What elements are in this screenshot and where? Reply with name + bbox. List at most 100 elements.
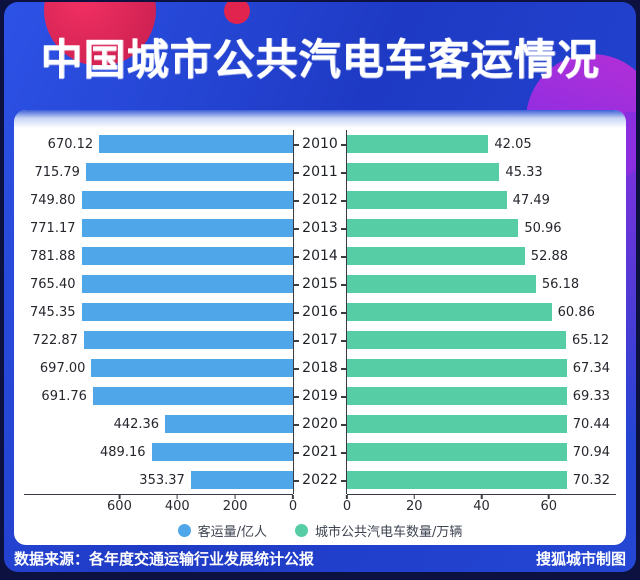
passenger-volume-bar [81, 275, 293, 293]
year-label: 2012 [293, 186, 347, 214]
x-tick-mark [346, 495, 348, 499]
passenger-volume-bar [91, 359, 293, 377]
page-title: 中国城市公共汽电车客运情况 [40, 34, 600, 84]
year-label: 2021 [293, 438, 347, 466]
year-label: 2011 [293, 158, 347, 186]
passenger-volume-bar [81, 219, 293, 237]
bus-count-value: 65.12 [571, 332, 610, 348]
left-plot: 715.79 [24, 158, 293, 186]
x-tick-mark [480, 495, 483, 499]
x-tick-label: 400 [165, 495, 190, 516]
right-plot: 69.33 [347, 382, 616, 410]
bus-count-value: 50.96 [524, 220, 562, 236]
x-tick-mark [176, 495, 179, 499]
passenger-volume-bar [83, 331, 293, 349]
right-plot: 47.49 [347, 186, 616, 214]
left-plot: 353.37 [24, 466, 293, 494]
right-plot: 67.34 [347, 354, 616, 382]
passenger-volume-value: 722.87 [32, 332, 78, 348]
left-plot: 771.17 [24, 214, 293, 242]
footer: 数据来源：各年度交通运输行业发展统计公报 搜狐城市制图 [4, 545, 636, 572]
passenger-volume-value: 765.40 [30, 276, 76, 292]
year-label: 2015 [293, 270, 347, 298]
bus-count-bar [347, 303, 552, 321]
bus-count-bar [347, 275, 536, 293]
legend-label: 客运量/亿人 [197, 525, 267, 540]
left-plot: 749.80 [24, 186, 293, 214]
year-label: 2013 [293, 214, 347, 242]
bus-count-bar [347, 415, 567, 433]
year-label: 2016 [293, 298, 347, 326]
x-tick-label: 60 [540, 495, 557, 516]
passenger-volume-value: 697.00 [39, 360, 86, 376]
chart-row: 765.40 2015 56.18 [24, 270, 616, 298]
x-tick-mark [547, 495, 550, 499]
left-plot: 691.76 [24, 382, 293, 410]
year-label: 2018 [293, 354, 347, 382]
chart-rows: 670.12 2010 42.05 715.79 2011 45.33 749.80 2012… [24, 130, 616, 494]
chart-row: 749.80 2012 47.49 [24, 186, 616, 214]
right-plot: 42.05 [347, 130, 616, 158]
bus-count-value: 69.33 [572, 388, 610, 404]
chart-row: 670.12 2010 42.05 [24, 130, 616, 158]
year-label: 2014 [293, 242, 347, 270]
passenger-volume-value: 771.17 [30, 220, 76, 236]
bus-count-bar [347, 135, 489, 153]
poster-card: 中国城市公共汽电车客运情况 670.12 2010 42.05 715.79 2011 4… [4, 2, 636, 572]
passenger-volume-value: 442.36 [113, 416, 160, 432]
left-plot: 442.36 [24, 410, 293, 438]
legend-item: 城市公共汽电车数量/万辆 [295, 521, 462, 540]
chart-row: 722.87 2017 65.12 [24, 326, 616, 354]
passenger-volume-value: 670.12 [47, 136, 94, 152]
passenger-volume-bar [99, 135, 293, 153]
x-axis-right: 0 20 40 60 [343, 494, 616, 520]
x-tick-label: 600 [107, 495, 132, 516]
right-plot: 70.32 [347, 466, 616, 494]
year-label: 2020 [293, 410, 347, 438]
bus-count-value: 42.05 [494, 136, 532, 152]
passenger-volume-value: 745.35 [30, 304, 76, 320]
year-label: 2022 [293, 466, 347, 494]
x-axis-left: 600 400 200 0 [24, 494, 297, 520]
bus-count-value: 67.34 [572, 360, 610, 376]
credit-label: 搜狐城市制图 [535, 550, 626, 568]
passenger-volume-bar [190, 471, 293, 489]
passenger-volume-value: 353.37 [139, 472, 185, 488]
chart-row: 697.00 2018 67.34 [24, 354, 616, 382]
left-plot: 765.40 [24, 270, 293, 298]
bus-count-bar [347, 219, 519, 237]
bus-count-value: 56.18 [541, 276, 580, 292]
x-tick-mark [118, 495, 121, 499]
passenger-volume-bar [81, 191, 293, 209]
x-tick-mark [413, 495, 415, 499]
left-plot: 489.16 [24, 438, 293, 466]
year-label: 2019 [293, 382, 347, 410]
passenger-volume-value: 715.79 [34, 164, 80, 180]
chart-row: 489.16 2021 70.94 [24, 438, 616, 466]
legend: 客运量/亿人 城市公共汽电车数量/万辆 [24, 520, 616, 541]
bus-count-bar [347, 191, 507, 209]
passenger-volume-value: 691.76 [41, 388, 87, 404]
bus-count-bar [347, 359, 567, 377]
bus-count-bar [347, 163, 500, 181]
passenger-volume-bar [92, 387, 293, 405]
right-plot: 52.88 [347, 242, 616, 270]
chart-row: 771.17 2013 50.96 [24, 214, 616, 242]
decor-red-dot [224, 2, 250, 24]
passenger-volume-bar [151, 443, 293, 461]
chart-row: 745.35 2016 60.86 [24, 298, 616, 326]
bus-count-value: 70.32 [572, 472, 610, 488]
bus-count-value: 60.86 [557, 304, 595, 320]
chart-row: 781.88 2014 52.88 [24, 242, 616, 270]
bus-count-value: 70.94 [572, 444, 610, 460]
passenger-volume-bar [81, 303, 293, 321]
bus-count-value: 70.44 [572, 416, 610, 432]
left-plot: 697.00 [24, 354, 293, 382]
header: 中国城市公共汽电车客运情况 [4, 2, 636, 110]
bus-count-value: 52.88 [530, 248, 569, 264]
left-plot: 722.87 [24, 326, 293, 354]
x-tick-mark [234, 495, 236, 499]
year-label: 2017 [293, 326, 347, 354]
chart-row: 442.36 2020 70.44 [24, 410, 616, 438]
x-tick-label: 40 [473, 495, 490, 516]
